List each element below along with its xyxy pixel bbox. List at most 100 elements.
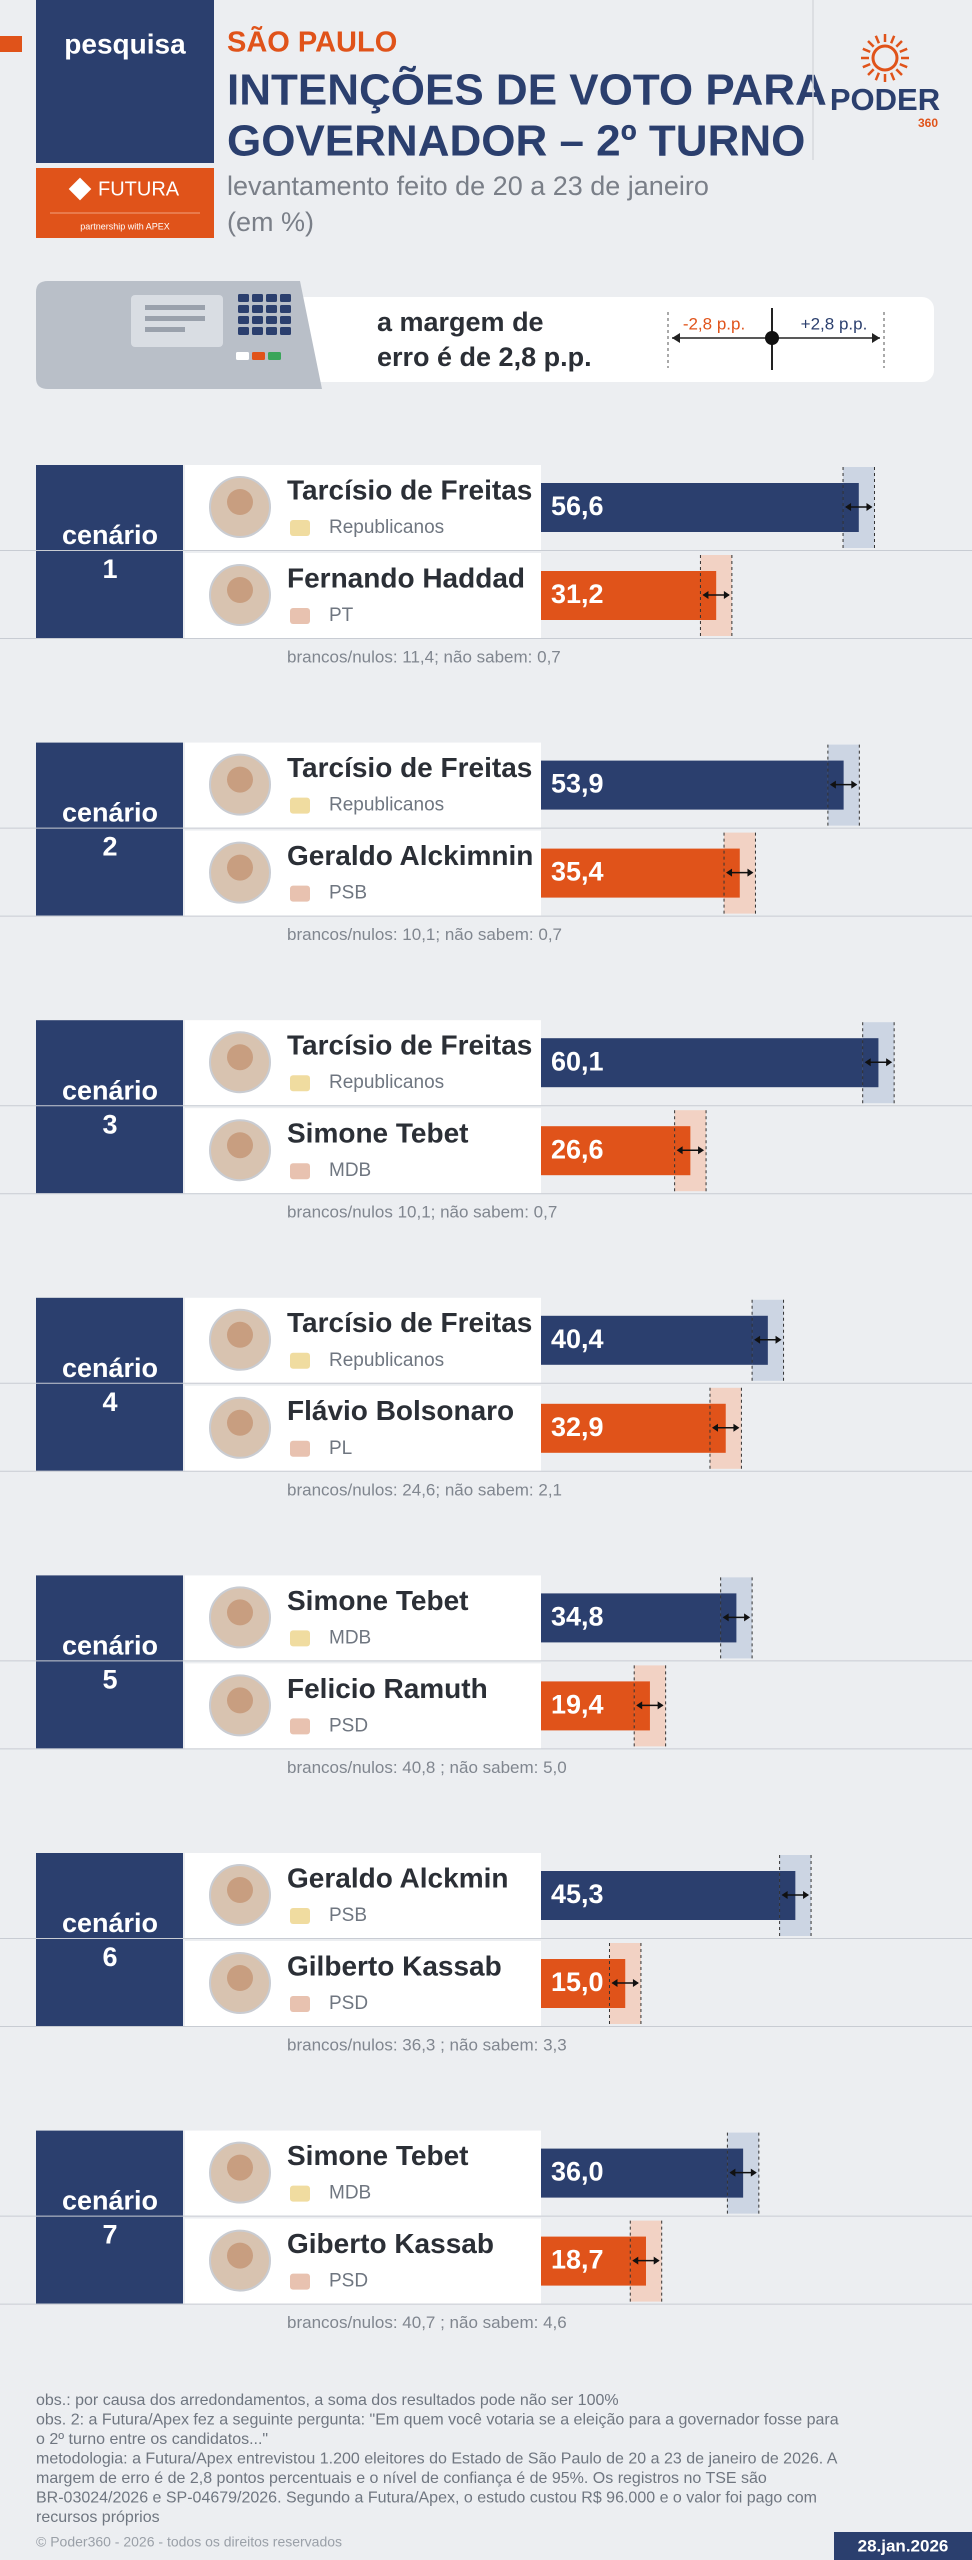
machine-key (280, 327, 291, 335)
photo-head (227, 1321, 253, 1348)
error-arrowheads (864, 1058, 893, 1067)
candidate-name: Tarcísio de Freitas (287, 1307, 532, 1338)
party-logo (290, 2273, 310, 2290)
party-logo (290, 1908, 310, 1924)
error-range (827, 744, 860, 826)
error-range (709, 1387, 742, 1469)
logo-ray (899, 62, 908, 69)
logo-ray (895, 40, 903, 48)
logo-ray (867, 40, 875, 48)
footer: obs.: por causa dos arredondamentos, a s… (36, 2392, 839, 2526)
machine-line (145, 327, 185, 332)
error-arrowheads (726, 868, 754, 877)
footer-note: recursos próprios (36, 2509, 160, 2526)
party-name: MDB (329, 1627, 371, 1648)
scenario-box (36, 1020, 183, 1194)
bar (541, 1681, 650, 1731)
date-box (834, 2532, 972, 2560)
machine-key (266, 327, 277, 335)
machine-key (238, 327, 249, 335)
value-label: 53,9 (551, 769, 604, 799)
machine-key (238, 316, 249, 324)
logo-ray (899, 47, 908, 54)
value-label: 19,4 (551, 1690, 604, 1720)
party-logo (290, 1075, 310, 1092)
party-logo (290, 797, 310, 814)
bar (541, 2148, 744, 2198)
party-name: PSB (329, 883, 367, 904)
photo-head (227, 2154, 253, 2181)
region: SÃO PAULO (227, 25, 397, 59)
photo-head (227, 766, 253, 793)
candidate-name: Tarcísio de Freitas (287, 474, 532, 505)
partner-icon (68, 177, 92, 201)
error-arrowheads (611, 1979, 639, 1987)
error-arrowheads (636, 1701, 664, 1710)
photo-head (227, 1409, 253, 1436)
error-arrowheads (829, 780, 858, 789)
scenario-note: brancos/nulos: 24,6; não sabem: 2,1 (287, 1480, 562, 1499)
copyright: © Poder360 - 2026 - todos os direitos re… (36, 2534, 342, 2550)
scenario-title: cenário (62, 520, 158, 550)
machine-key (252, 294, 263, 302)
scenario: cenário 6 Geraldo Alckmin PSB 45,3 Gilberto K… (0, 1853, 972, 2054)
brand: PODER (830, 82, 940, 117)
bar (541, 1315, 768, 1365)
machine-key (280, 316, 291, 324)
tag-box (36, 0, 214, 163)
photo-head (227, 489, 253, 515)
scenario: cenário 5 Simone Tebet MDB 34,8 Felicio Ramut… (0, 1575, 972, 1777)
scenario-note: brancos/nulos: 10,1; não sabem: 0,7 (287, 925, 562, 944)
party-logo (290, 520, 310, 536)
scenario-box (36, 742, 183, 916)
bar (541, 1038, 879, 1088)
error-range (726, 2132, 760, 2214)
party-logo (290, 1630, 310, 1647)
bar (541, 1871, 796, 1920)
bar (541, 1126, 691, 1176)
error-arrowheads (702, 591, 730, 599)
party-name: MDB (329, 1160, 371, 1181)
error-range (779, 1855, 812, 1936)
scenario-box (36, 1297, 183, 1471)
bar (541, 2236, 646, 2286)
party-name: Republicanos (329, 1350, 444, 1371)
accent-strip (0, 36, 22, 52)
party-name: PSD (329, 2271, 368, 2292)
value-label: 35,4 (551, 857, 604, 887)
party-name: PSD (329, 1993, 368, 2014)
error-range (674, 1110, 707, 1192)
photo-head (227, 1687, 253, 1714)
value-label: 60,1 (551, 1046, 604, 1076)
error-arrowheads (729, 2168, 757, 2177)
logo-ray (862, 62, 871, 69)
footer-note: obs. 2: a Futura/Apex fez a seguinte per… (36, 2412, 839, 2429)
error-range (723, 832, 756, 914)
title-line: INTENÇÕES DE VOTO PARA (227, 65, 827, 115)
machine-key (252, 305, 263, 313)
footer-note: margem de erro é de 2,8 pontos percentua… (36, 2470, 767, 2487)
error-range (699, 555, 733, 636)
bar (541, 483, 859, 532)
scenario-title: cenário (62, 1075, 158, 1105)
scenario-title: cenário (62, 1353, 158, 1383)
candidate-name: Giberto Kassab (287, 2228, 494, 2259)
scenario-box (36, 465, 183, 638)
candidate-name: Tarcísio de Freitas (287, 752, 532, 783)
machine-key (280, 305, 291, 313)
error-range (842, 467, 875, 548)
party-name: PL (329, 1438, 352, 1459)
error-range (720, 1577, 753, 1659)
scenario: cenário 1 Tarcísio de Freitas Republicanos 5… (0, 465, 972, 666)
candidate-name: Felicio Ramuth (287, 1673, 488, 1704)
photo-head (227, 1965, 253, 1991)
error-arrowheads (722, 1613, 751, 1622)
candidate-name: Simone Tebet (287, 1118, 469, 1149)
value-label: 45,3 (551, 1879, 604, 1909)
scenario-number: 5 (102, 1665, 117, 1695)
error-range (608, 1943, 642, 2024)
date: 28.jan.2026 (858, 2536, 949, 2555)
error-arrowheads (711, 1423, 740, 1432)
margin-text: erro é de 2,8 p.p. (377, 342, 592, 372)
